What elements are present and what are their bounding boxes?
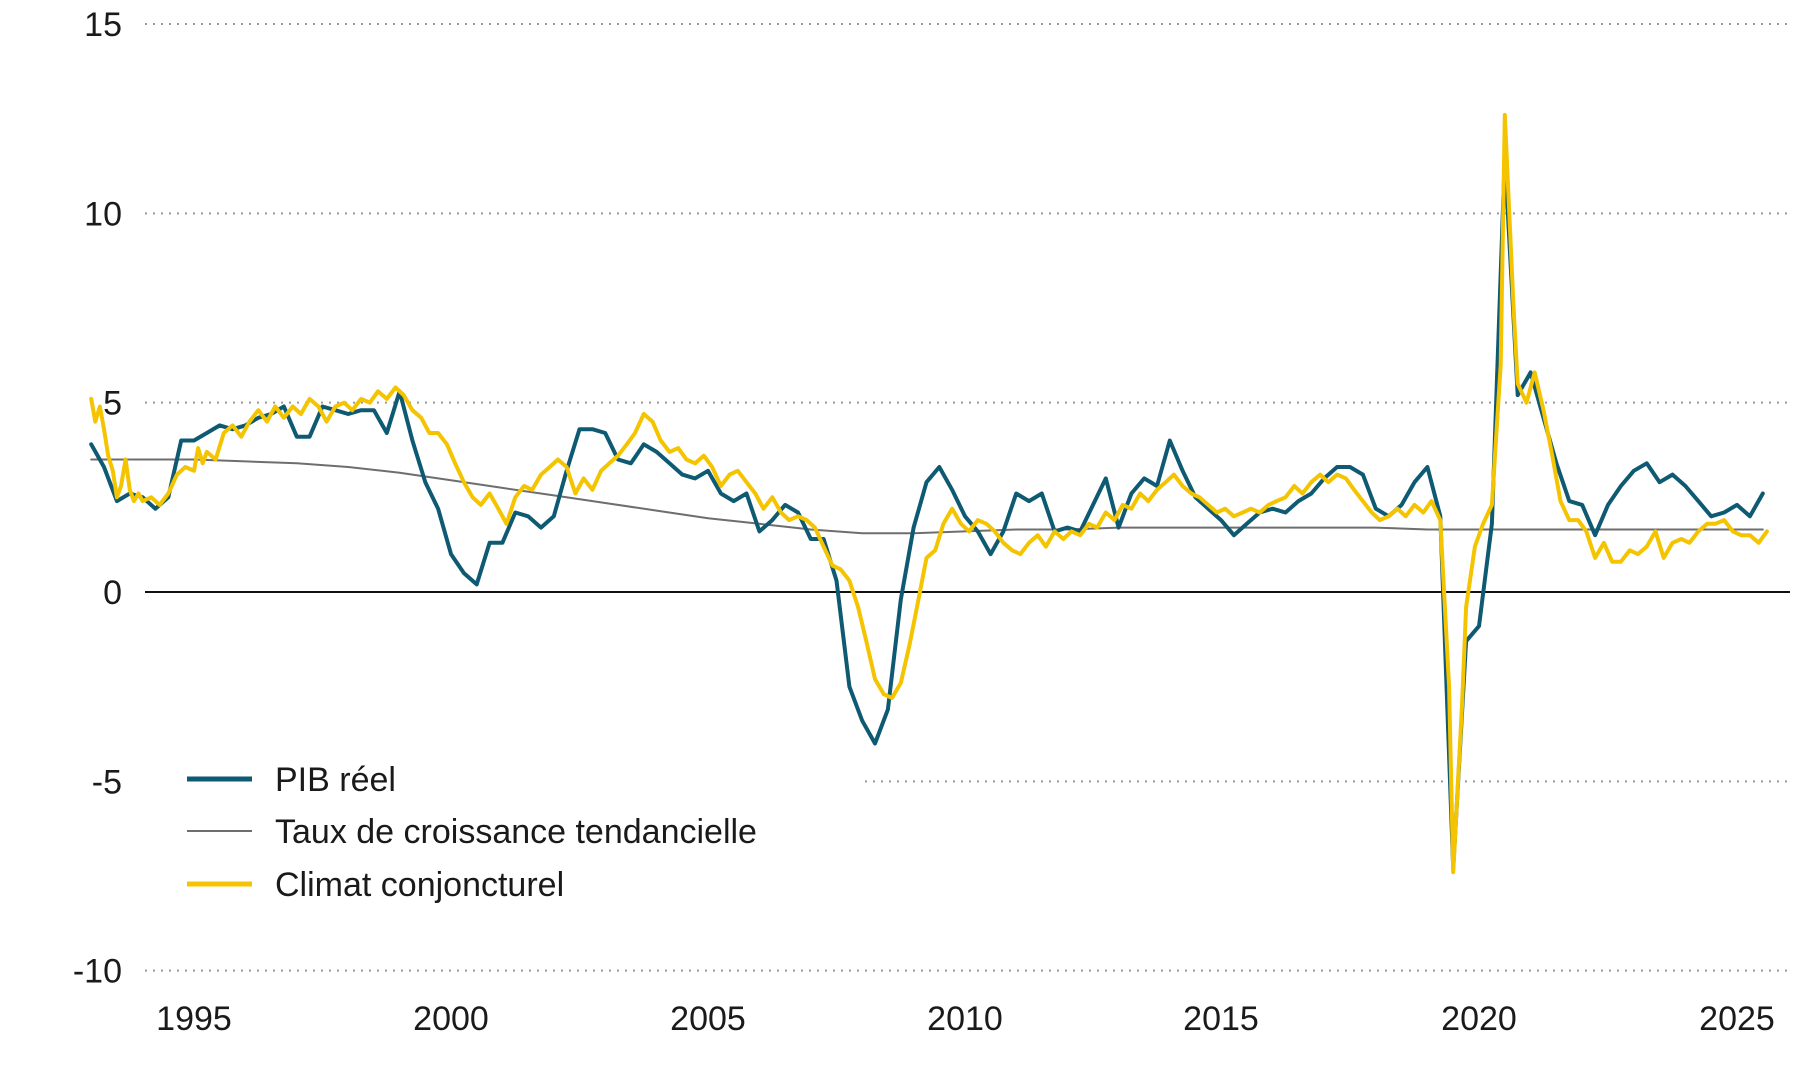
x-tick-label: 2005 [670,1000,746,1038]
y-tick-label: 0 [103,574,122,612]
y-tick-label: 5 [103,385,122,423]
gridlines [145,23,1790,972]
legend-label-pib-reel: PIB réel [275,761,396,799]
legend-label-climat-conjoncturel: Climat conjoncturel [275,866,564,904]
legend: PIB réel Taux de croissance tendancielle… [187,761,757,904]
series-line-0 [89,154,1765,871]
x-tick-label: 2020 [1441,1000,1517,1038]
x-tick-label: 1995 [156,1000,232,1038]
series-line-1 [90,458,1764,535]
y-axis-tick-labels: 15 10 5 0 -5 -10 [73,6,122,991]
y-tick-label: 15 [84,6,122,44]
x-tick-label: 2010 [927,1000,1003,1038]
x-tick-label: 2015 [1183,1000,1259,1038]
x-tick-label: 2025 [1699,1000,1775,1038]
series-line-2 [89,112,1769,875]
legend-label-taux-tendanciel: Taux de croissance tendancielle [275,813,757,851]
y-tick-label: 10 [84,195,122,233]
x-axis-tick-labels: 1995 2000 2005 2010 2015 2020 2025 [156,1000,1775,1038]
x-tick-label: 2000 [413,1000,489,1038]
series-lines [89,112,1769,875]
y-tick-label: -5 [92,763,122,801]
y-tick-label: -10 [73,953,122,991]
